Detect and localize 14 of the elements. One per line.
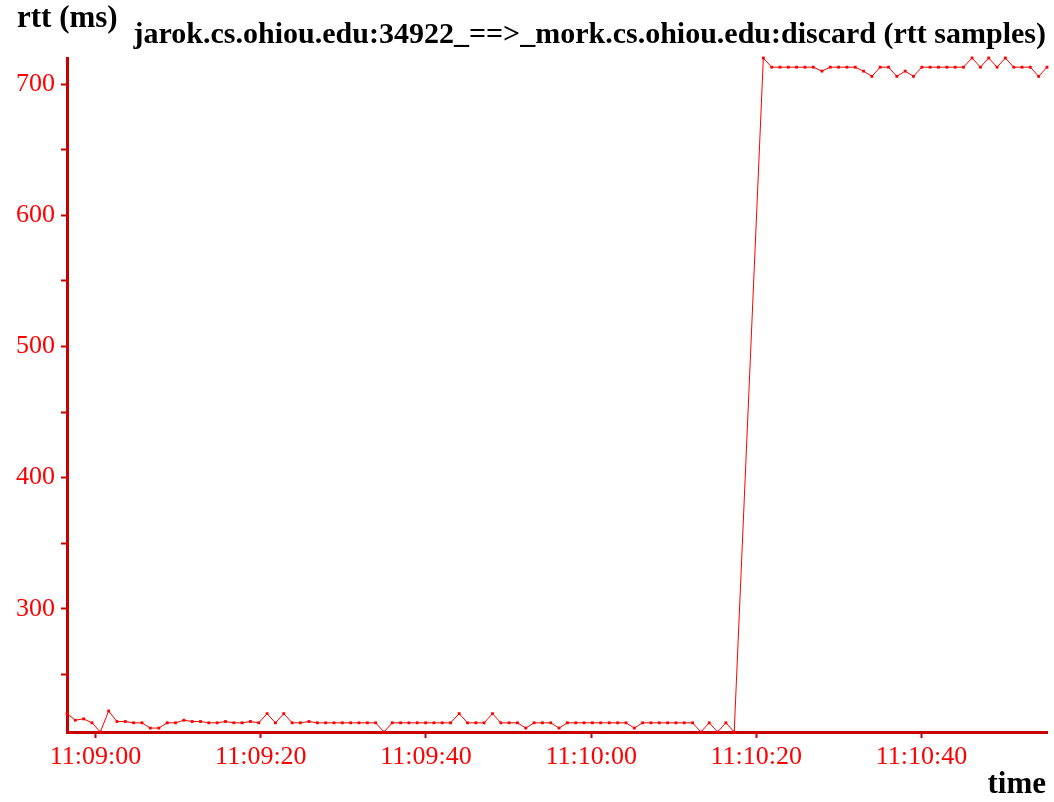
x-tick-label: 11:10:00 <box>545 741 637 771</box>
y-tick-label: 600 <box>16 199 55 229</box>
y-axis-title: rtt (ms) <box>17 0 118 34</box>
x-tick-label: 11:10:20 <box>710 741 802 771</box>
y-tick-label: 300 <box>16 592 55 622</box>
x-tick-label: 11:09:00 <box>49 741 142 771</box>
chart-title: jarok.cs.ohiou.edu:34922_==>_mork.cs.ohiou.edu:discard (rtt samples) <box>133 16 1046 50</box>
y-tick-label: 700 <box>16 68 55 98</box>
x-tick-label: 11:09:40 <box>380 741 472 771</box>
x-tick-label: 11:09:20 <box>215 741 307 771</box>
y-tick-label: 400 <box>16 461 55 491</box>
x-tick-label: 11:10:40 <box>875 741 968 771</box>
x-axis-title: time <box>987 765 1046 800</box>
y-tick-label: 500 <box>16 330 55 360</box>
